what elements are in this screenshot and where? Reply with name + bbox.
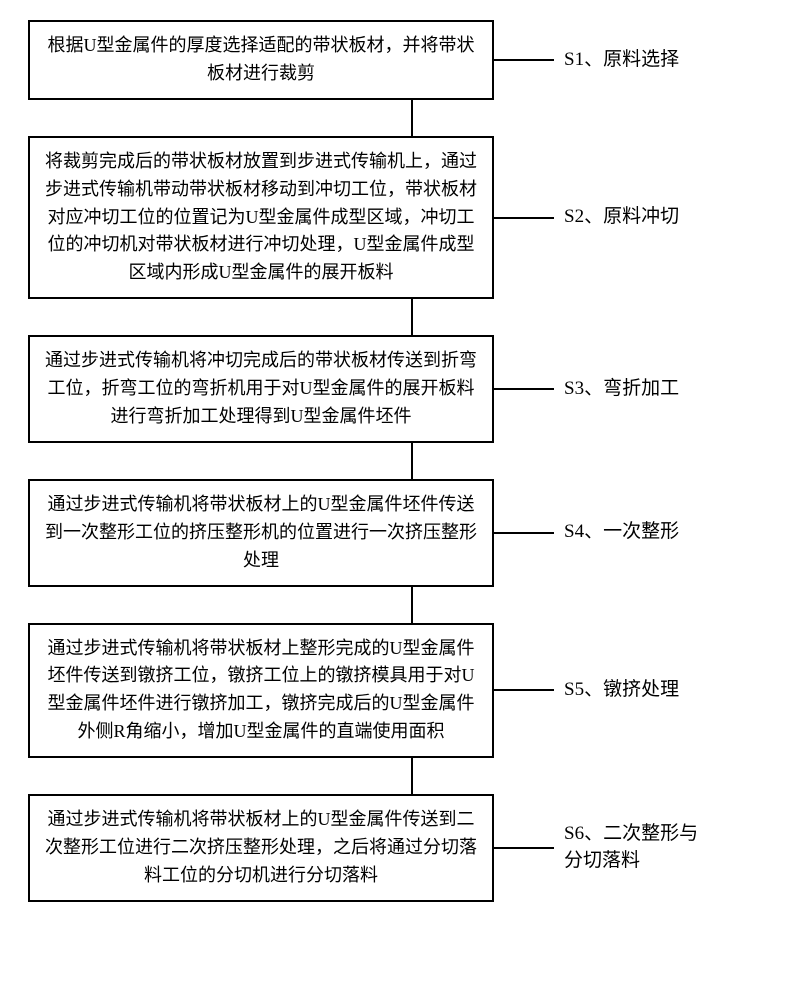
step-row-s4: 通过步进式传输机将带状板材上的U型金属件坯件传送到一次整形工位的挤压整形机的位置…: [10, 479, 795, 587]
step-content-s6: 通过步进式传输机将带状板材上的U型金属件传送到二次整形工位进行二次挤压整形处理，…: [45, 809, 477, 885]
step-label-s6: S6、二次整形与 分切落料: [554, 821, 698, 874]
arrow-s5-s6: [179, 758, 645, 794]
step-label-s4: S4、一次整形: [554, 519, 679, 546]
step-box-s6: 通过步进式传输机将带状板材上的U型金属件传送到二次整形工位进行二次挤压整形处理，…: [28, 794, 494, 902]
arrow-s1-s2: [179, 100, 645, 136]
step-label-s2: S2、原料冲切: [554, 204, 679, 231]
connector-line-s3: [494, 388, 554, 390]
step-content-s2: 将裁剪完成后的带状板材放置到步进式传输机上，通过步进式传输机带动带状板材移动到冲…: [45, 151, 477, 283]
step-content-s3: 通过步进式传输机将冲切完成后的带状板材传送到折弯工位，折弯工位的弯折机用于对U型…: [45, 350, 477, 426]
step-label-s3: S3、弯折加工: [554, 376, 679, 403]
step-box-s1: 根据U型金属件的厚度选择适配的带状板材，并将带状板材进行裁剪: [28, 20, 494, 100]
connector-line-s4: [494, 532, 554, 534]
step-label-s1: S1、原料选择: [554, 47, 679, 74]
step-box-s3: 通过步进式传输机将冲切完成后的带状板材传送到折弯工位，折弯工位的弯折机用于对U型…: [28, 335, 494, 443]
step-box-s5: 通过步进式传输机将带状板材上整形完成的U型金属件坯件传送到镦挤工位，镦挤工位上的…: [28, 623, 494, 759]
step-content-s4: 通过步进式传输机将带状板材上的U型金属件坯件传送到一次整形工位的挤压整形机的位置…: [45, 494, 477, 570]
connector-line-s1: [494, 59, 554, 61]
step-row-s6: 通过步进式传输机将带状板材上的U型金属件传送到二次整形工位进行二次挤压整形处理，…: [10, 794, 795, 902]
step-row-s2: 将裁剪完成后的带状板材放置到步进式传输机上，通过步进式传输机带动带状板材移动到冲…: [10, 136, 795, 299]
step-content-s5: 通过步进式传输机将带状板材上整形完成的U型金属件坯件传送到镦挤工位，镦挤工位上的…: [48, 638, 475, 742]
connector-line-s2: [494, 217, 554, 219]
flowchart-container: 根据U型金属件的厚度选择适配的带状板材，并将带状板材进行裁剪 S1、原料选择 将…: [10, 20, 795, 902]
step-box-s4: 通过步进式传输机将带状板材上的U型金属件坯件传送到一次整形工位的挤压整形机的位置…: [28, 479, 494, 587]
step-content-s1: 根据U型金属件的厚度选择适配的带状板材，并将带状板材进行裁剪: [48, 35, 475, 83]
step-row-s3: 通过步进式传输机将冲切完成后的带状板材传送到折弯工位，折弯工位的弯折机用于对U型…: [10, 335, 795, 443]
arrow-s2-s3: [179, 299, 645, 335]
step-row-s1: 根据U型金属件的厚度选择适配的带状板材，并将带状板材进行裁剪 S1、原料选择: [10, 20, 795, 100]
step-label-s5: S5、镦挤处理: [554, 677, 679, 704]
connector-line-s6: [494, 847, 554, 849]
step-row-s5: 通过步进式传输机将带状板材上整形完成的U型金属件坯件传送到镦挤工位，镦挤工位上的…: [10, 623, 795, 759]
arrow-s4-s5: [179, 587, 645, 623]
connector-line-s5: [494, 689, 554, 691]
step-box-s2: 将裁剪完成后的带状板材放置到步进式传输机上，通过步进式传输机带动带状板材移动到冲…: [28, 136, 494, 299]
arrow-s3-s4: [179, 443, 645, 479]
